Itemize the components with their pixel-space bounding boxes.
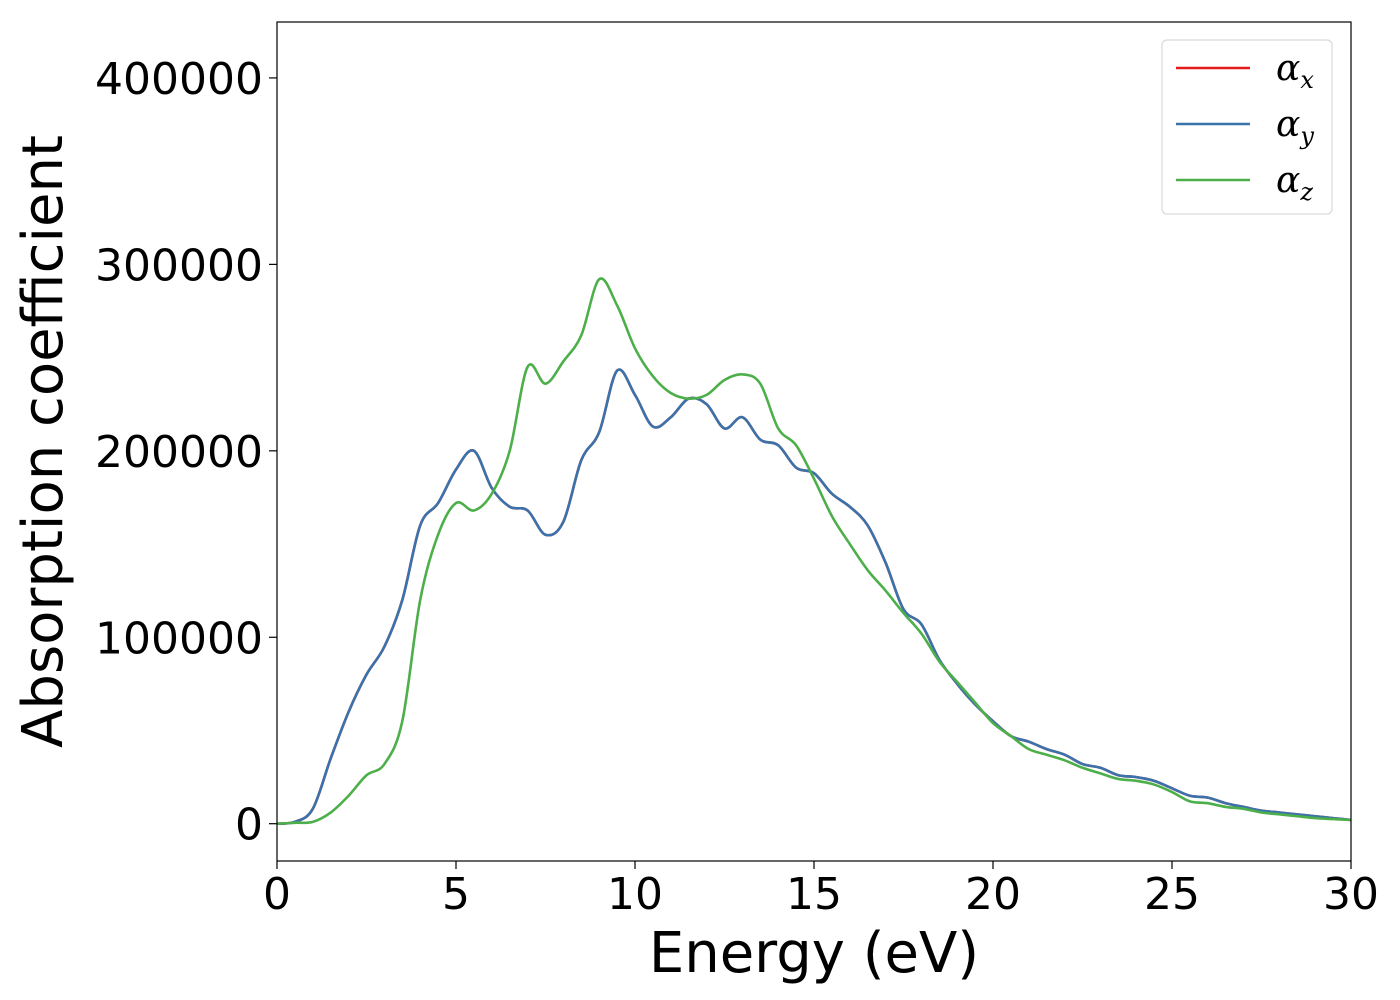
y-axis-label: Absorption coefficient xyxy=(11,135,76,748)
x-axis-label: Energy (eV) xyxy=(649,921,979,986)
series-line-y xyxy=(277,368,1351,826)
legend-box xyxy=(1161,39,1333,215)
y-tick-label: 300000 xyxy=(95,240,263,291)
x-tick-label: 10 xyxy=(607,869,663,920)
x-tick-label: 25 xyxy=(1144,869,1200,920)
x-tick-label: 0 xyxy=(263,869,291,920)
x-tick-label: 20 xyxy=(965,869,1021,920)
x-tick-label: 15 xyxy=(786,869,842,920)
series-line-z xyxy=(277,277,1351,826)
y-tick-label: 400000 xyxy=(95,54,263,105)
x-tick-label: 30 xyxy=(1323,869,1379,920)
y-axis: 0 100000 200000 300000 400000 xyxy=(95,54,277,851)
series-line-x xyxy=(277,368,1351,826)
x-axis: 0 5 10 15 20 25 30 xyxy=(263,861,1379,920)
series-layer xyxy=(277,277,1351,826)
y-tick-label: 0 xyxy=(235,800,263,851)
y-tick-label: 200000 xyxy=(95,427,263,478)
y-tick-label: 100000 xyxy=(95,613,263,664)
x-tick-label: 5 xyxy=(442,869,470,920)
